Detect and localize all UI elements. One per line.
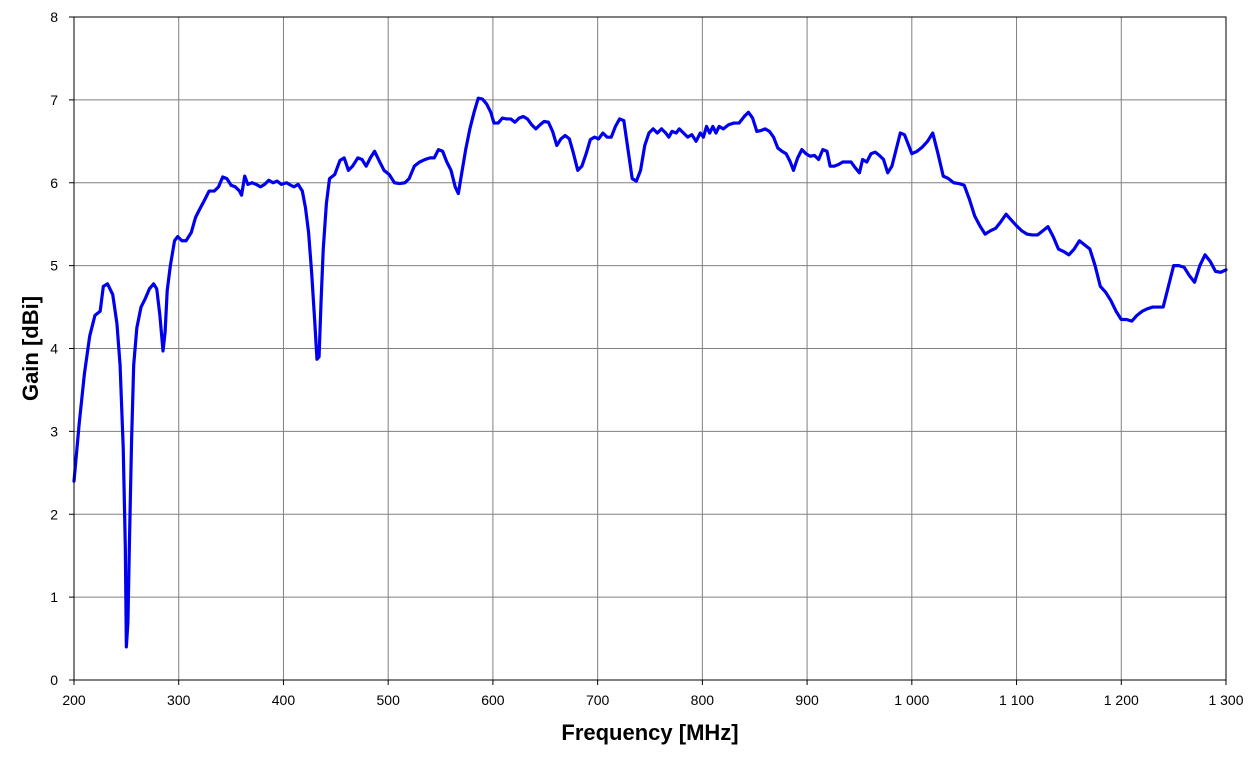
y-tick-label: 3 [50, 423, 58, 439]
x-tick-label: 800 [691, 692, 715, 708]
x-tick-label: 900 [795, 692, 819, 708]
series-layer [72, 96, 1228, 649]
x-tick-label: 500 [377, 692, 401, 708]
x-tick-label: 200 [62, 692, 86, 708]
y-tick-label: 0 [50, 672, 58, 688]
gain-series-line-0 [72, 96, 1228, 649]
x-tick-label: 1 000 [894, 692, 929, 708]
x-tick-label: 400 [272, 692, 296, 708]
x-tick-label: 700 [586, 692, 610, 708]
x-tick-label: 1 300 [1208, 692, 1243, 708]
y-tick-label: 1 [50, 589, 58, 605]
x-axis-ticks: 200 300 400 500 600 700 800 900 1 000 1 100 1 200 1… [62, 680, 1244, 708]
y-tick-label: 4 [50, 341, 58, 357]
y-tick-label: 2 [50, 506, 58, 522]
x-tick-label: 1 200 [1104, 692, 1139, 708]
y-tick-label: 5 [50, 258, 58, 274]
y-axis-ticks: 0 1 2 3 4 5 6 7 8 [50, 9, 74, 688]
x-axis-title: Frequency [MHz] [561, 720, 738, 745]
y-tick-label: 6 [50, 175, 58, 191]
gridlines [73, 16, 1227, 681]
x-tick-label: 300 [167, 692, 191, 708]
x-tick-label: 1 100 [999, 692, 1034, 708]
y-axis-title: Gain [dBi] [18, 296, 43, 401]
y-tick-label: 8 [50, 9, 58, 25]
x-tick-label: 600 [481, 692, 505, 708]
y-tick-label: 7 [50, 92, 58, 108]
